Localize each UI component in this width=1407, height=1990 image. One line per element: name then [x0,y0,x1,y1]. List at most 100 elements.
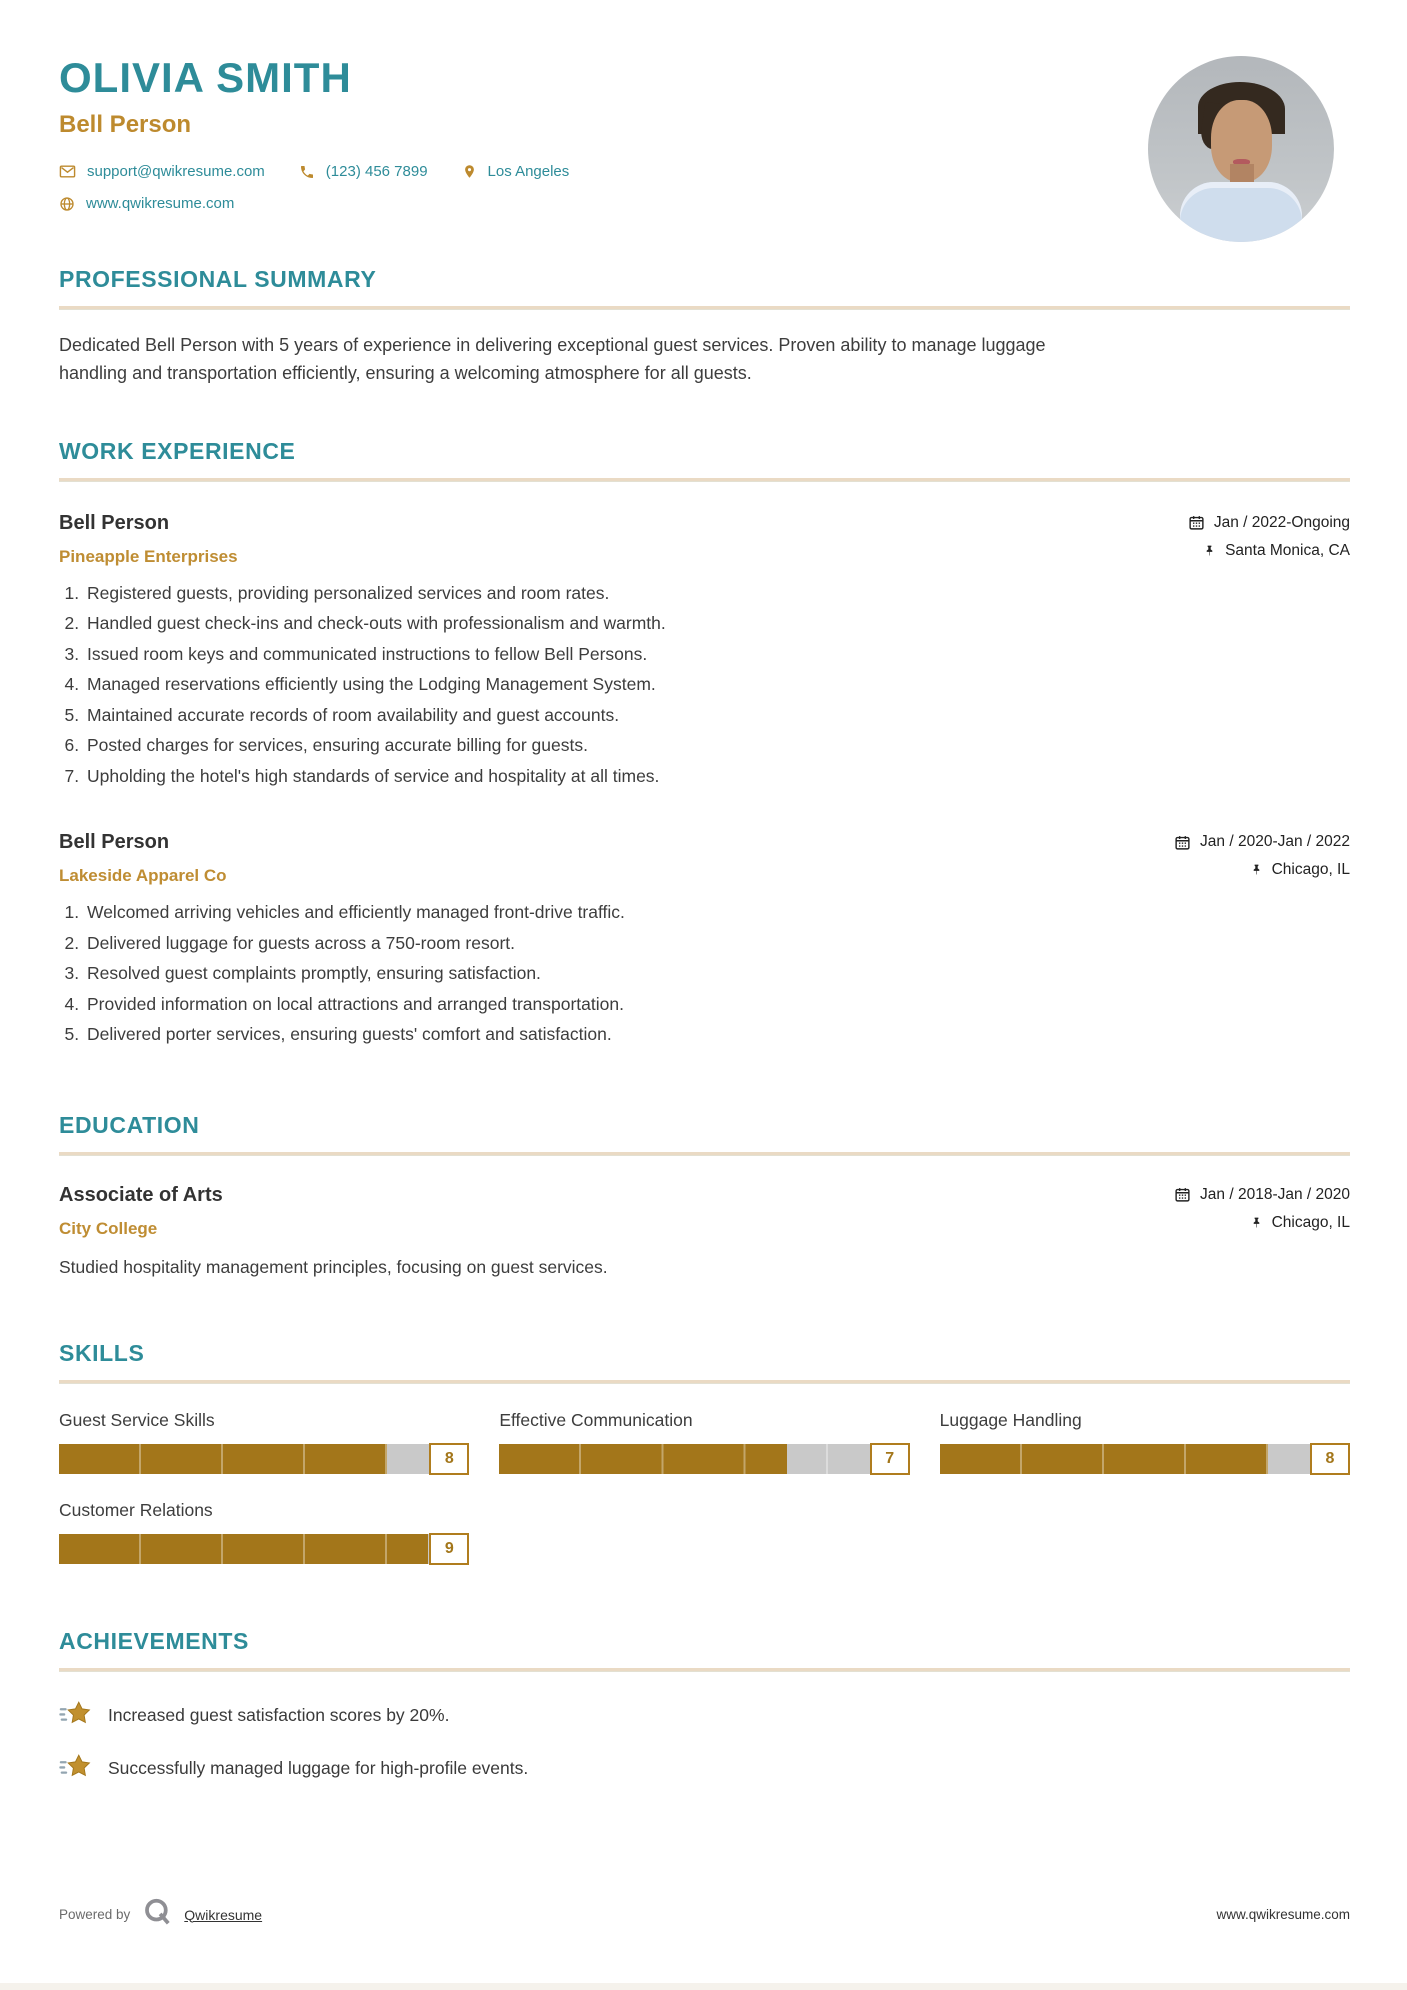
section-heading: SKILLS [59,1339,145,1366]
phone-icon [299,164,315,180]
skill-item: Effective Communication 7 [499,1410,910,1475]
duty-item: Handled guest check-ins and check-outs w… [84,613,1350,635]
globe-icon [59,196,75,212]
duty-item: Issued room keys and communicated instru… [84,644,1350,666]
section-heading: PROFESSIONAL SUMMARY [59,266,377,292]
contact-location-text: Los Angeles [487,163,570,180]
contact-email-text: support@qwikresume.com [87,163,265,180]
section-heading: EDUCATION [59,1111,200,1138]
section-work-experience: WORK EXPERIENCE Bell Person Pineapple En… [59,438,1350,1046]
summary-text: Dedicated Bell Person with 5 years of ex… [59,335,1046,383]
duty-item: Registered guests, providing personalize… [84,583,1350,605]
skill-level-badge: 9 [429,1532,470,1565]
powered-by-label: Powered by [59,1907,131,1922]
footer-website-link[interactable]: www.qwikresume.com [1216,1907,1350,1922]
job-title: Bell Person [59,831,170,854]
skill-name: Luggage Handling [939,1409,1082,1430]
duty-item: Welcomed arriving vehicles and efficient… [84,902,1350,924]
education-description: Studied hospitality management principle… [59,1256,608,1277]
star-icon [59,1753,91,1785]
contact-phone-text: (123) 456 7899 [325,163,428,180]
section-heading: ACHIEVEMENTS [59,1627,249,1654]
contact-location: Los Angeles [462,163,570,180]
skill-bar-fill [59,1443,388,1474]
skill-bar: 9 [59,1532,470,1565]
skill-name: Guest Service Skills [59,1409,215,1430]
company-name: Pineapple Enterprises [59,546,238,566]
degree-name: Associate of Arts [59,1183,223,1206]
achievement-text: Successfully managed luggage for high-pr… [108,1758,529,1779]
contact-email[interactable]: support@qwikresume.com [59,163,265,180]
skill-level-badge: 7 [869,1442,910,1475]
section-divider [59,1667,1350,1672]
education-location: Chicago, IL [1250,1214,1350,1232]
duty-item: Posted charges for services, ensuring ac… [84,735,1350,757]
duty-item: Managed reservations efficiently using t… [84,674,1350,696]
duty-item: Provided information on local attraction… [84,994,1350,1016]
skill-item: Guest Service Skills 8 [59,1409,470,1475]
contact-website[interactable]: www.qwikresume.com [59,195,234,212]
skills-grid: Guest Service Skills 8 Effective Communi… [59,1409,1351,1565]
job-entry: Bell Person Pineapple Enterprises Jan / … [59,512,1350,788]
duty-list: Registered guests, providing personalize… [59,583,1350,788]
achievement-item: Successfully managed luggage for high-pr… [59,1753,1350,1785]
pin-icon [1203,543,1216,559]
section-divider [59,1379,1350,1384]
qwikresume-brand-link[interactable]: Qwikresume [184,1906,263,1923]
job-location: Chicago, IL [1250,861,1350,879]
achievement-list: Increased guest satisfaction scores by 2… [59,1700,1350,1785]
date-range: Jan / 2018-Jan / 2020 [1174,1186,1350,1204]
profile-photo [1148,56,1334,242]
skill-item: Luggage Handling 8 [939,1409,1351,1475]
footer: Powered by Qwikresume www.qwikresume.com [59,1897,1350,1932]
section-skills: SKILLS Guest Service Skills 8 Effective … [59,1339,1351,1565]
email-icon [59,163,76,180]
contact-phone: (123) 456 7899 [299,163,428,180]
achievement-item: Increased guest satisfaction scores by 2… [59,1700,1350,1732]
skill-level-badge: 8 [1310,1442,1350,1475]
calendar-icon [1188,514,1205,531]
skill-bar: 8 [59,1442,470,1475]
job-location: Santa Monica, CA [1203,542,1350,560]
pin-icon [1250,1215,1263,1231]
education-entry: Associate of Arts City College Jan / 201… [59,1184,1350,1278]
section-divider [59,1151,1350,1156]
calendar-icon [1174,1186,1191,1203]
duty-item: Upholding the hotel's high standards of … [84,766,1350,788]
duty-item: Delivered luggage for guests across a 75… [84,933,1350,955]
star-icon [59,1700,91,1732]
achievement-text: Increased guest satisfaction scores by 2… [108,1705,450,1726]
skill-bar-fill [939,1443,1268,1474]
duty-item: Maintained accurate records of room avai… [84,705,1350,727]
contact-info: support@qwikresume.com (123) 456 7899 Lo… [59,163,1350,212]
skill-name: Customer Relations [59,1499,213,1520]
job-entry: Bell Person Lakeside Apparel Co Jan / 20… [59,831,1350,1046]
header: OLIVIA SMITH Bell Person support@qwikres… [59,54,1350,242]
date-range: Jan / 2022-Ongoing [1188,514,1350,532]
skill-bar-fill [59,1533,429,1564]
section-achievements: ACHIEVEMENTS Increased guest satisfactio… [59,1628,1350,1785]
date-range: Jan / 2020-Jan / 2022 [1174,833,1350,851]
page-bottom-edge [0,1983,1407,1990]
skill-bar: 8 [939,1442,1351,1475]
section-professional-summary: PROFESSIONAL SUMMARY Dedicated Bell Pers… [59,266,1350,388]
school-name: City College [59,1218,158,1238]
duty-item: Resolved guest complaints promptly, ensu… [84,963,1350,985]
section-heading: WORK EXPERIENCE [59,437,296,464]
duty-list: Welcomed arriving vehicles and efficient… [59,902,1350,1046]
qwikresume-logo-icon [142,1897,172,1932]
contact-website-text: www.qwikresume.com [86,195,235,212]
duty-item: Delivered porter services, ensuring gues… [84,1024,1350,1046]
company-name: Lakeside Apparel Co [59,866,227,886]
job-title: Bell Person [59,511,170,534]
skill-bar: 7 [499,1442,910,1475]
section-divider [59,477,1350,482]
section-divider [59,306,1350,310]
skill-item: Customer Relations 9 [59,1499,470,1565]
page-title: OLIVIA SMITH [59,54,352,101]
skill-bar-fill [499,1443,787,1474]
calendar-icon [1174,834,1191,851]
section-education: EDUCATION Associate of Arts City College… [59,1112,1350,1278]
pin-icon [1250,862,1263,878]
